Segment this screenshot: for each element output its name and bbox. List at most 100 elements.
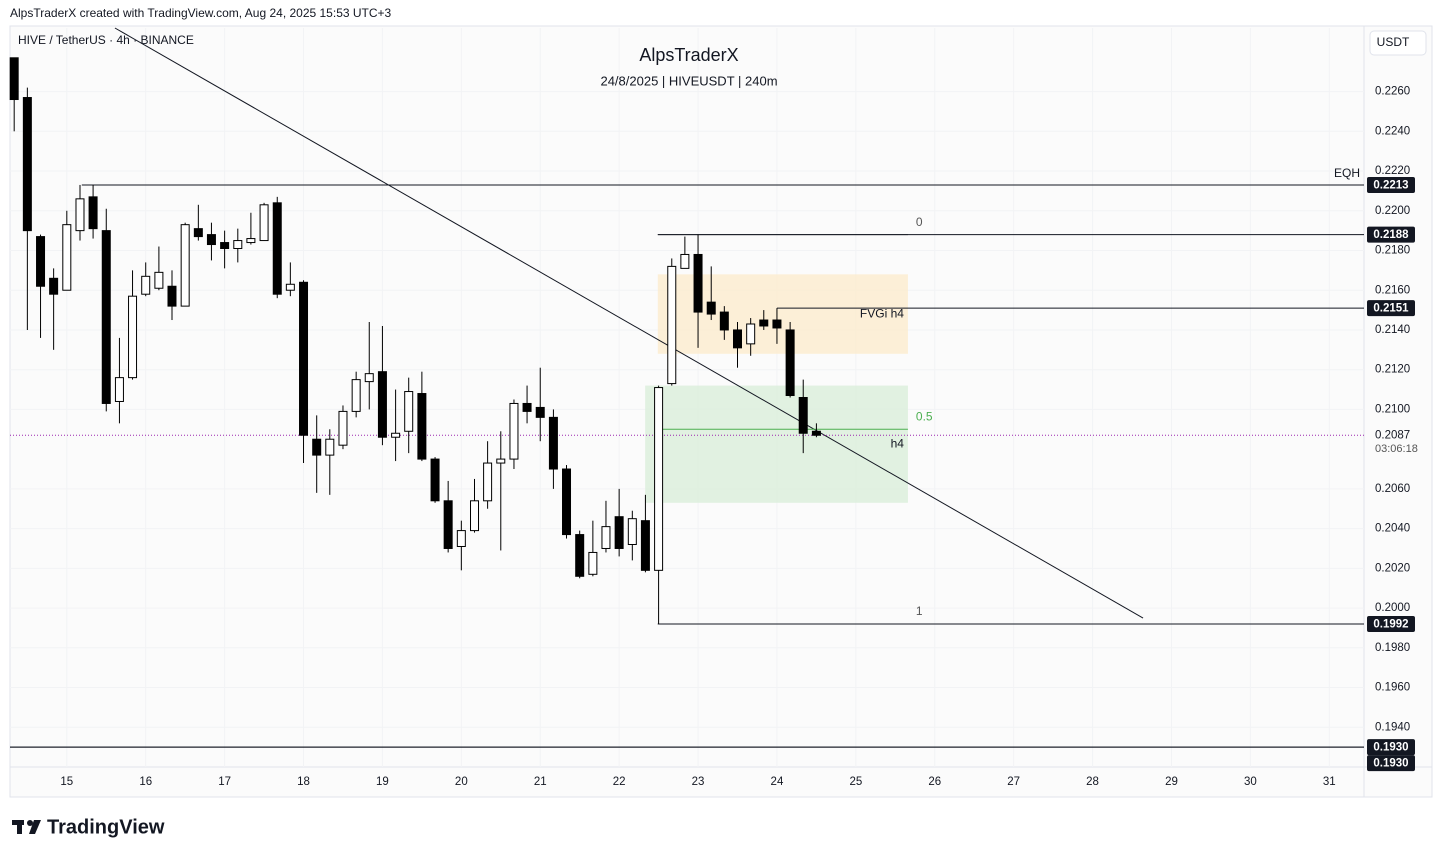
candle-body	[811, 430, 821, 436]
candle-body	[575, 534, 585, 577]
candle-body	[49, 277, 59, 295]
candle-body	[128, 295, 138, 379]
price-label: 0.1930	[1373, 758, 1408, 770]
currency-button-label[interactable]: USDT	[1377, 35, 1410, 49]
candle-body	[246, 238, 256, 244]
candle-body	[193, 228, 203, 238]
level-label: FVGi h4	[860, 306, 904, 320]
price-label: 0.1930	[1373, 742, 1408, 754]
y-tick-label: 0.1980	[1375, 642, 1410, 654]
candle-body	[272, 202, 282, 295]
candle-body	[759, 319, 769, 327]
candle-body	[614, 516, 624, 549]
candle-body	[180, 224, 190, 307]
candle-body	[706, 301, 716, 315]
candle-body	[443, 500, 453, 549]
candle-body	[667, 265, 677, 385]
candle-body	[75, 198, 85, 232]
fib-ratio-label: 1	[916, 604, 923, 618]
x-tick-label: 26	[928, 776, 941, 788]
candle-body	[798, 397, 808, 434]
candle-body	[535, 406, 545, 418]
candle-body	[62, 224, 72, 291]
y-tick-label: 0.2180	[1375, 245, 1410, 257]
watermark: AlpsTraderX created with TradingView.com…	[10, 6, 392, 20]
zone-label: h4	[891, 436, 905, 450]
candle-layer	[9, 57, 821, 624]
trendline	[114, 27, 1144, 619]
symbol-info: HIVE / TetherUS · 4h · BINANCE	[18, 33, 194, 47]
candle-body	[522, 402, 532, 412]
y-tick-label: 0.2100	[1375, 403, 1410, 415]
candle-body	[456, 530, 466, 547]
x-tick-label: 22	[613, 776, 626, 788]
candle-body	[9, 57, 19, 101]
candle-body	[627, 518, 637, 546]
x-tick-label: 16	[139, 776, 152, 788]
candle-body	[351, 379, 361, 412]
candle-body	[325, 438, 335, 456]
candle-body	[22, 97, 32, 232]
x-tick-label: 29	[1165, 776, 1178, 788]
candle-body	[233, 240, 243, 250]
candle-body	[312, 438, 322, 456]
candle-body	[338, 410, 348, 446]
candle-body	[430, 458, 440, 502]
y-tick-label: 0.2060	[1375, 483, 1410, 495]
y-tick-label: 0.2000	[1375, 602, 1410, 614]
x-tick-label: 30	[1244, 776, 1257, 788]
x-tick-label: 27	[1007, 776, 1020, 788]
candle-body	[220, 242, 230, 250]
fib-ratio-label: 0	[916, 215, 923, 229]
logo-text: TradingView	[47, 816, 165, 838]
price-label-box	[1367, 300, 1415, 317]
price-label: 0.2188	[1373, 229, 1409, 241]
candle-body	[732, 329, 742, 349]
candle-body	[562, 468, 572, 536]
y-tick-label: 0.2020	[1375, 562, 1410, 574]
candle-body	[772, 319, 782, 329]
y-tick-label: 0.1960	[1375, 682, 1410, 694]
price-label-box	[1367, 226, 1415, 243]
x-tick-label: 17	[218, 776, 231, 788]
price-label-box	[1367, 739, 1415, 756]
currency-button[interactable]	[1369, 30, 1427, 56]
fib-ratio-label: 0.5	[916, 409, 933, 423]
zone-box	[645, 385, 908, 503]
candle-body	[114, 377, 124, 402]
x-tick-label: 21	[534, 776, 547, 788]
candle-body	[483, 462, 493, 502]
x-tick-label: 19	[376, 776, 389, 788]
y-tick-label: 0.2240	[1375, 125, 1410, 137]
candle-body	[167, 285, 177, 307]
y-tick-label: 0.2120	[1375, 364, 1410, 376]
candle-body	[601, 526, 611, 549]
countdown-label: 03:06:18	[1375, 443, 1418, 455]
candle-body	[785, 329, 795, 397]
last-price-label: 0.2087	[1375, 429, 1410, 441]
candle-body	[299, 281, 309, 436]
candle-body	[654, 387, 664, 571]
candle-body	[285, 283, 295, 291]
x-tick-label: 24	[771, 776, 784, 788]
x-tick-label: 20	[455, 776, 468, 788]
candle-body	[364, 373, 374, 383]
x-tick-label: 31	[1323, 776, 1336, 788]
candle-body	[206, 234, 216, 246]
candle-body	[719, 311, 729, 331]
x-tick-label: 25	[849, 776, 862, 788]
logo-icon	[12, 820, 41, 834]
candle-body	[391, 432, 401, 438]
candle-body	[154, 271, 164, 289]
candle-body	[496, 458, 506, 464]
y-tick-label: 0.2200	[1375, 205, 1410, 217]
y-tick-label: 0.2160	[1375, 284, 1410, 296]
candle-body	[101, 230, 111, 404]
x-tick-label: 15	[60, 776, 73, 788]
level-label: EQH	[1334, 166, 1360, 180]
candle-body	[88, 196, 98, 230]
candle-body	[746, 323, 756, 345]
candle-body	[693, 253, 703, 313]
